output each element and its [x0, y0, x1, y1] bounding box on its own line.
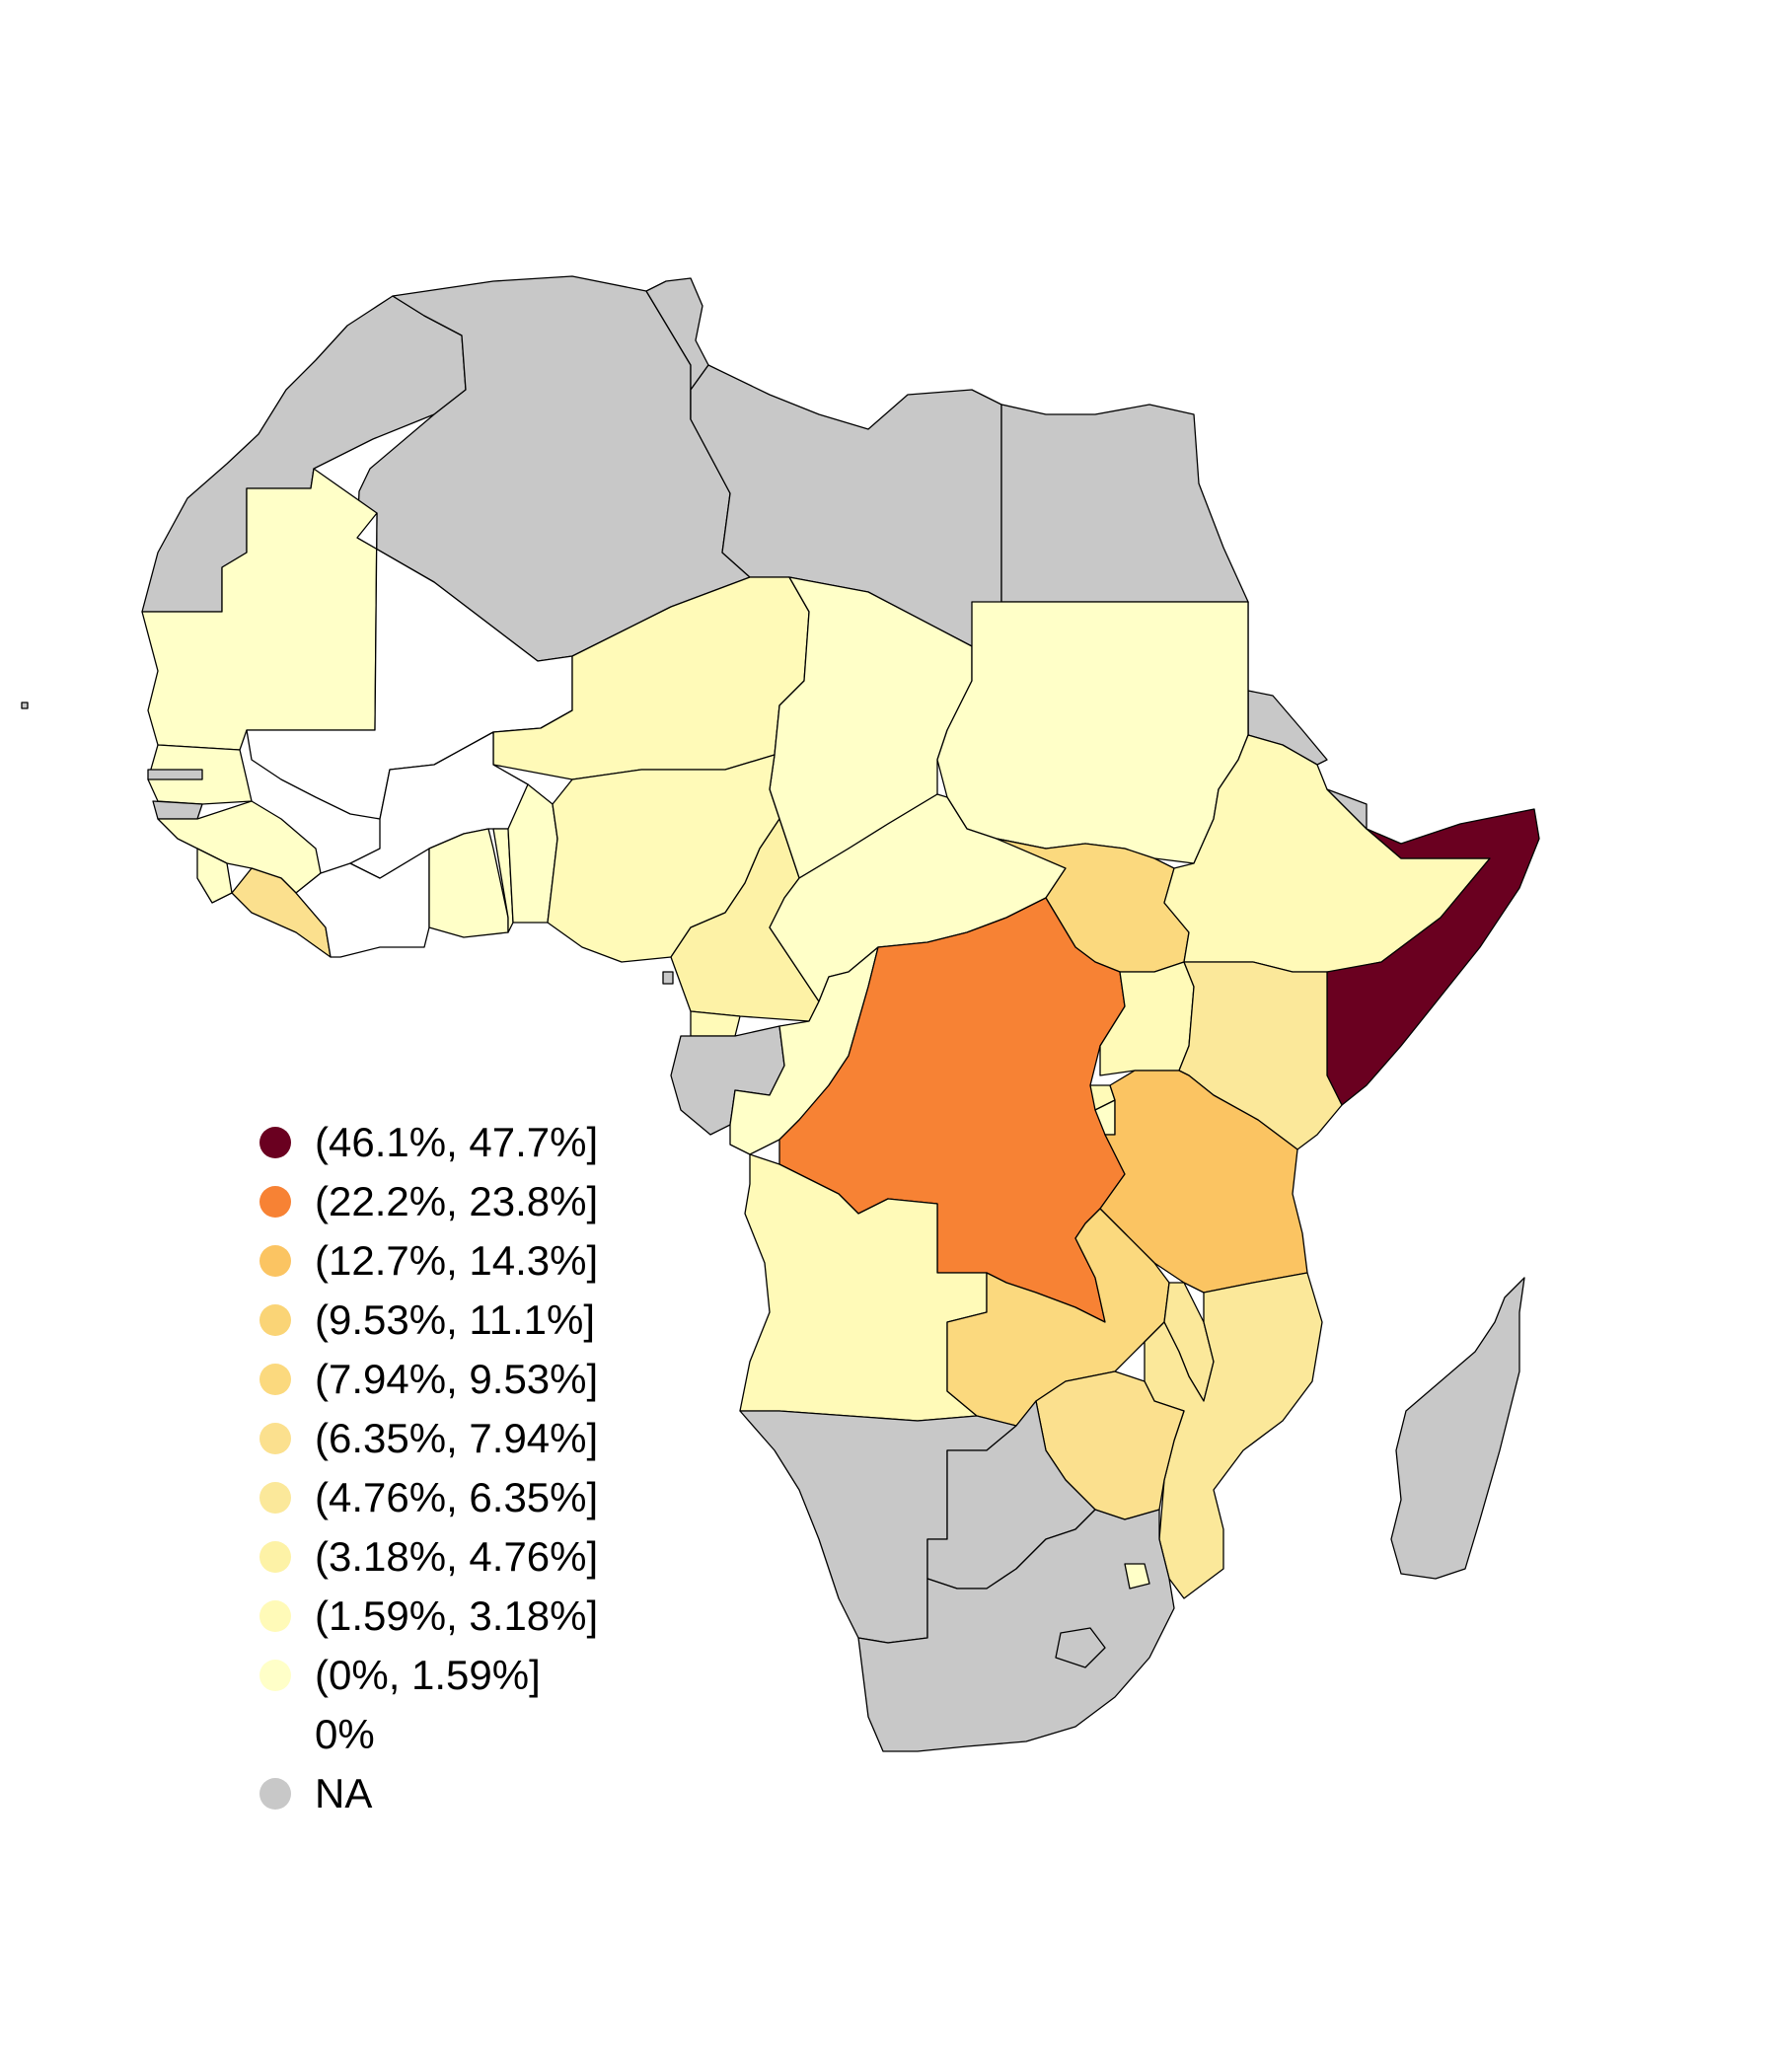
legend-swatch	[259, 1423, 291, 1454]
region-djibouti	[1326, 788, 1368, 830]
region-gambia	[147, 769, 203, 780]
legend-swatch	[259, 1304, 291, 1336]
legend-item: (4.76%, 6.35%]	[259, 1468, 598, 1527]
legend-label: NA	[315, 1770, 373, 1816]
region-somalia	[1326, 808, 1540, 1106]
legend-item: (7.94%, 9.53%]	[259, 1350, 598, 1409]
legend-swatch	[259, 1127, 291, 1158]
region-madagascar	[1390, 1277, 1525, 1580]
legend-swatch	[259, 1778, 291, 1810]
legend-item: NA	[259, 1764, 598, 1823]
region-sierra-leone	[196, 848, 233, 904]
legend-label: (4.76%, 6.35%]	[315, 1474, 599, 1520]
region-egypt	[1000, 404, 1249, 603]
legend-swatch	[259, 1186, 291, 1218]
legend-label: 0%	[315, 1711, 375, 1757]
legend-label: (22.2%, 23.8%]	[315, 1178, 599, 1224]
legend-swatch	[259, 1245, 291, 1277]
legend-swatch	[259, 1541, 291, 1573]
legend-label: (7.94%, 9.53%]	[315, 1356, 599, 1402]
region-mozambique	[1144, 1272, 1323, 1599]
legend-item: (22.2%, 23.8%]	[259, 1172, 598, 1231]
legend-item: (3.18%, 4.76%]	[259, 1527, 598, 1587]
region-guinea-bissau	[152, 800, 203, 820]
region-ivory-coast	[295, 848, 430, 958]
island-cape-verde	[21, 702, 29, 709]
legend-label: (3.18%, 4.76%]	[315, 1533, 599, 1580]
island-bioko	[662, 971, 674, 985]
region-eswatini	[1124, 1563, 1150, 1590]
legend-label: (12.7%, 14.3%]	[315, 1237, 599, 1284]
region-lesotho	[1055, 1627, 1106, 1668]
legend-item: (6.35%, 7.94%]	[259, 1409, 598, 1468]
legend-label: (9.53%, 11.1%]	[315, 1296, 596, 1343]
legend-label: (0%, 1.59%]	[315, 1652, 541, 1698]
legend-item: (1.59%, 3.18%]	[259, 1587, 598, 1646]
legend-swatch	[259, 1600, 291, 1632]
region-equatorial-guinea	[690, 1010, 741, 1037]
legend-item: (0%, 1.59%]	[259, 1646, 598, 1705]
legend-item: 0%	[259, 1705, 598, 1764]
legend-swatch	[259, 1364, 291, 1395]
map-legend: (46.1%, 47.7%] (22.2%, 23.8%] (12.7%, 14.3…	[259, 1113, 598, 1823]
legend-item: (46.1%, 47.7%]	[259, 1113, 598, 1172]
legend-swatch	[259, 1482, 291, 1514]
legend-label: (6.35%, 7.94%]	[315, 1415, 599, 1461]
legend-swatch	[259, 1660, 291, 1691]
legend-swatch	[259, 1719, 291, 1750]
legend-item: (9.53%, 11.1%]	[259, 1291, 598, 1350]
legend-label: (46.1%, 47.7%]	[315, 1119, 599, 1165]
region-kenya	[1178, 961, 1343, 1150]
legend-label: (1.59%, 3.18%]	[315, 1592, 599, 1639]
region-togo	[492, 828, 514, 933]
region-sudan	[936, 601, 1249, 864]
region-south-africa	[857, 1509, 1175, 1752]
legend-item: (12.7%, 14.3%]	[259, 1231, 598, 1291]
